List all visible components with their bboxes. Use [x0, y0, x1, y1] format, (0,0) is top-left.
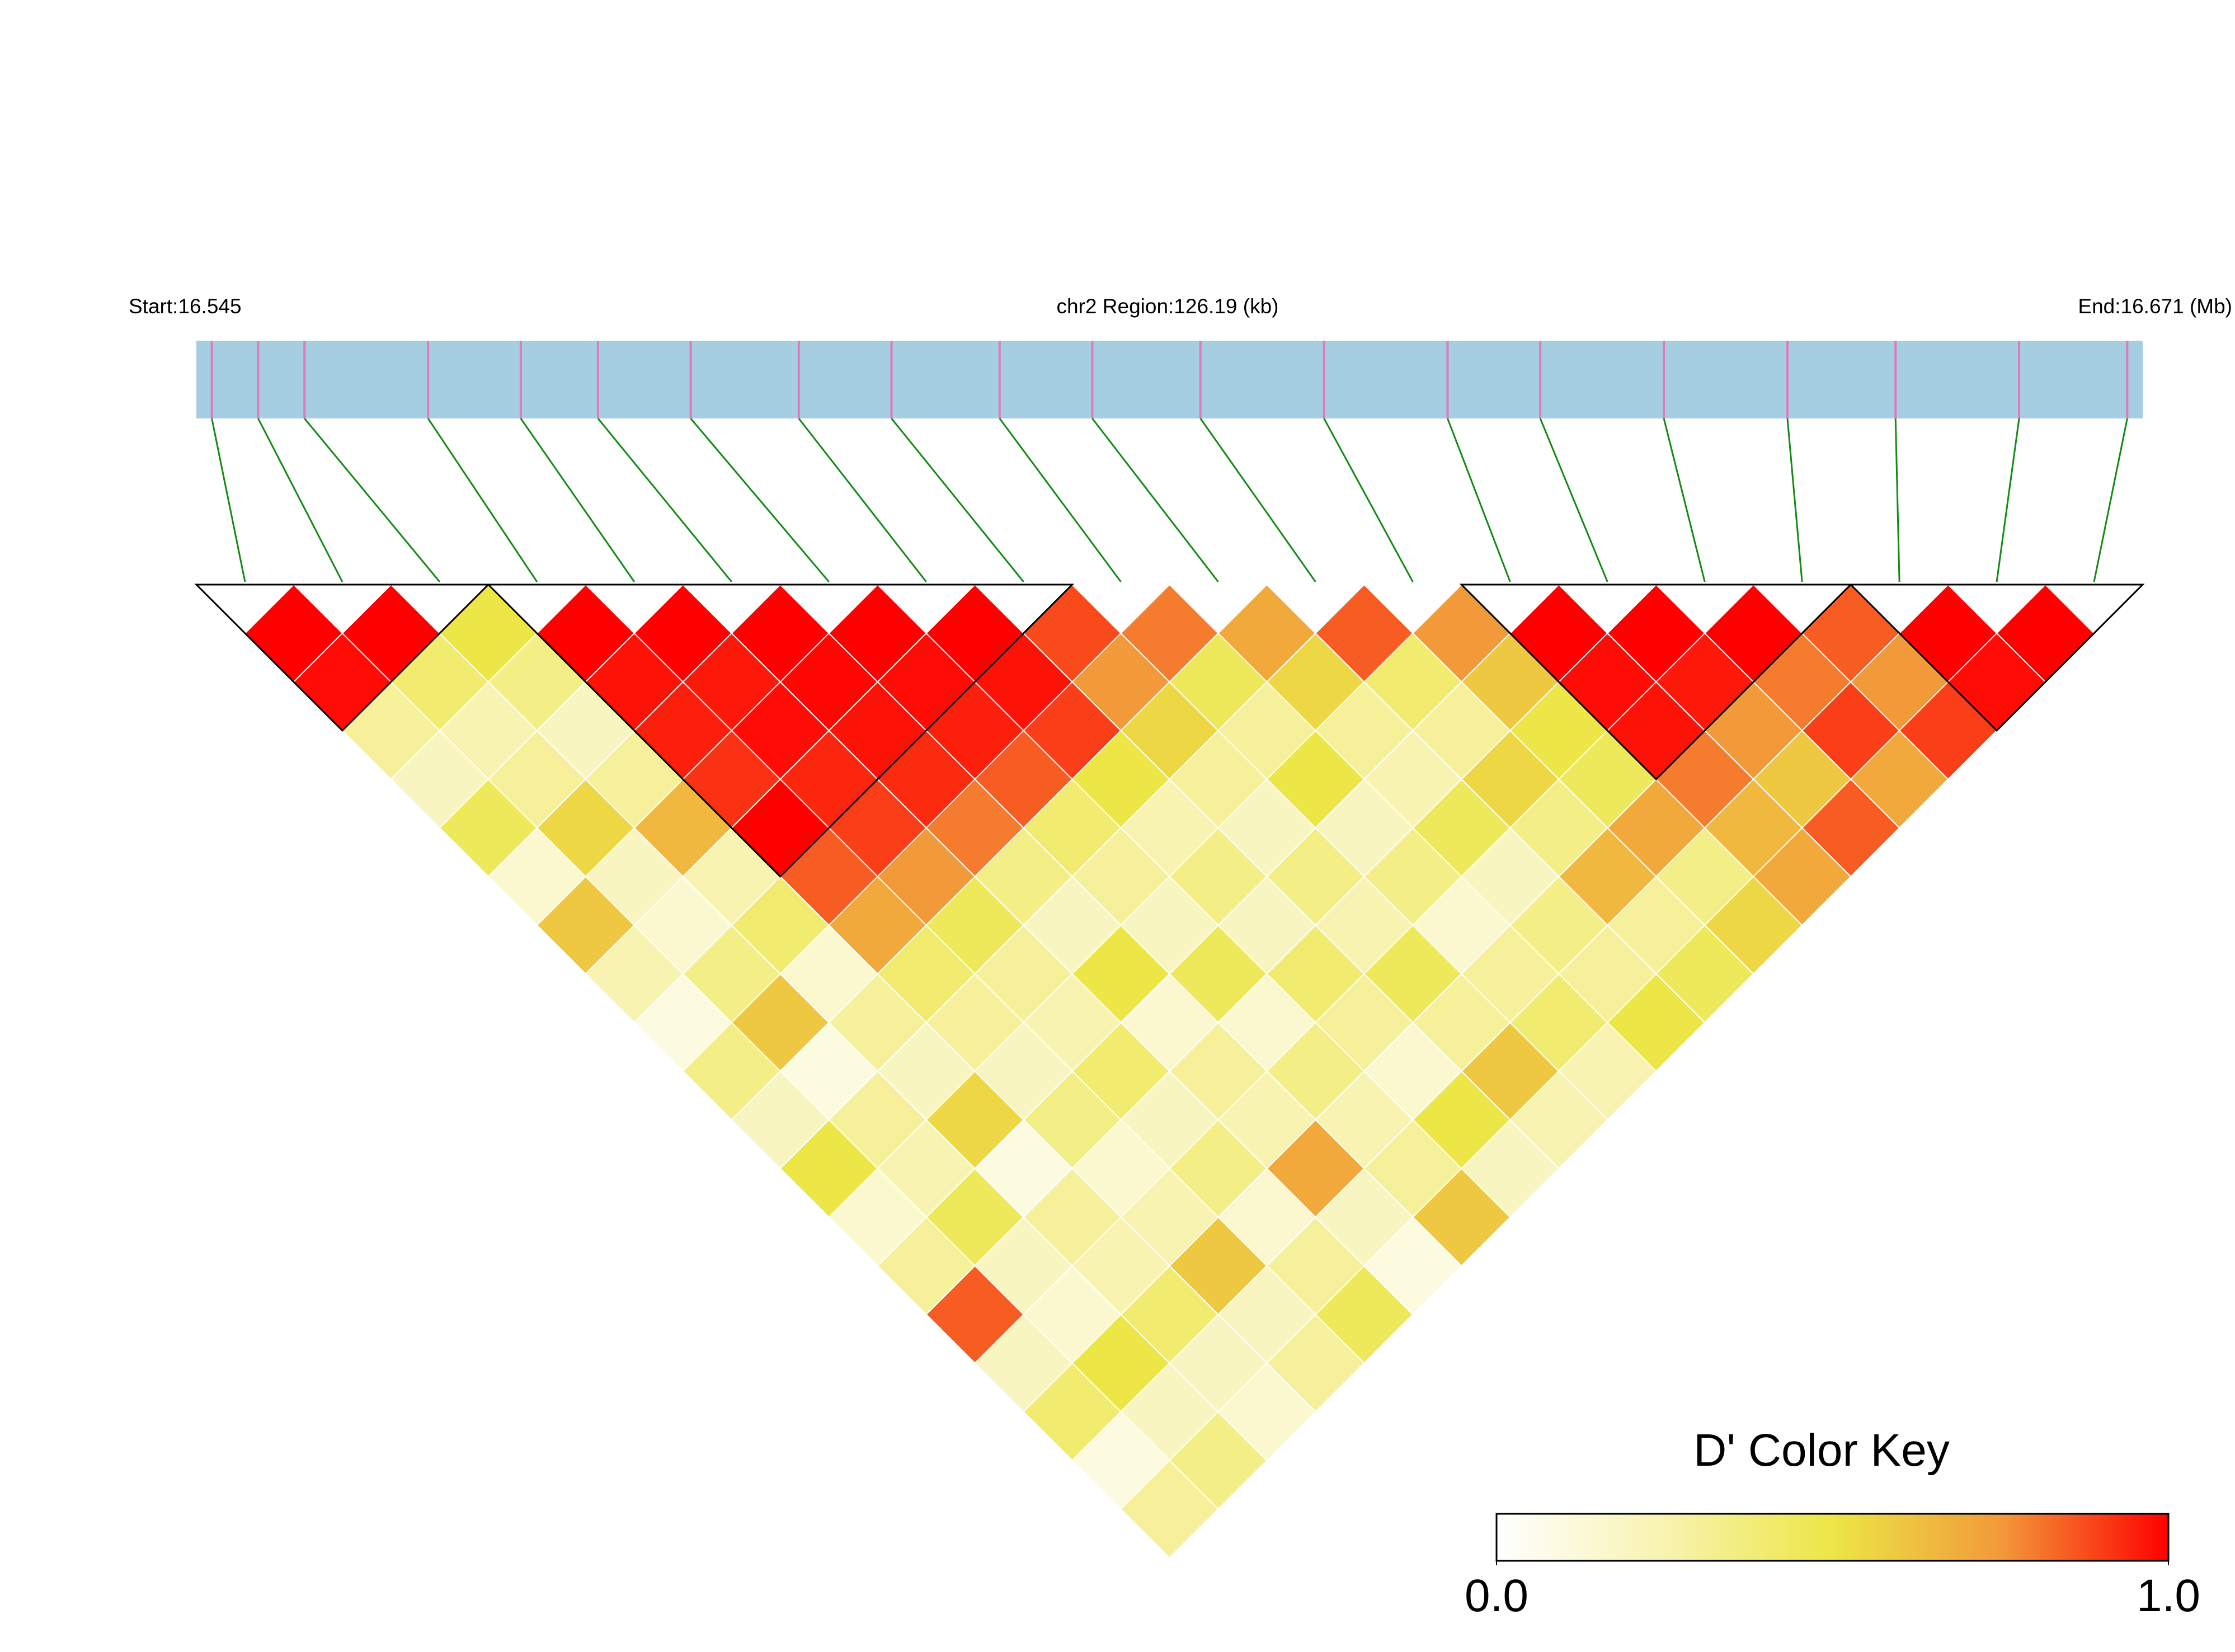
snp-link — [257, 418, 344, 582]
color-key — [1495, 1513, 2170, 1562]
snp-link — [1996, 418, 2020, 582]
snp-link — [304, 418, 441, 582]
snp-link — [690, 418, 830, 582]
snp-link — [798, 418, 927, 582]
snp-link — [999, 418, 1122, 582]
snp-link — [1091, 418, 1219, 582]
end-label: End:16.671 (Mb) — [2078, 295, 2232, 318]
position-bar — [196, 341, 2143, 418]
snp-link — [1323, 418, 1414, 582]
snp-link — [1199, 418, 1316, 582]
snp-link — [1786, 418, 1803, 582]
region-label: chr2 Region:126.19 (kb) — [1057, 295, 1279, 318]
snp-link — [597, 418, 732, 582]
snp-link — [2093, 418, 2128, 582]
key-tick-label: 0.0 — [1465, 1570, 1528, 1621]
snp-link — [427, 418, 538, 582]
snp-link — [1539, 418, 1608, 582]
snp-link — [1894, 418, 1900, 582]
key-tick-label: 1.0 — [2137, 1570, 2200, 1621]
snp-link — [1663, 418, 1706, 582]
snp-link — [891, 418, 1024, 582]
ld-block — [1459, 583, 1853, 781]
ld-block — [1848, 583, 2145, 732]
snp-link — [1447, 418, 1511, 582]
ld-block — [194, 583, 491, 732]
ld-block — [486, 583, 1075, 878]
snp-link — [211, 418, 246, 582]
key-title: D' Color Key — [1693, 1425, 1950, 1476]
start-label: Start:16.545 — [129, 295, 242, 318]
snp-link — [520, 418, 636, 582]
